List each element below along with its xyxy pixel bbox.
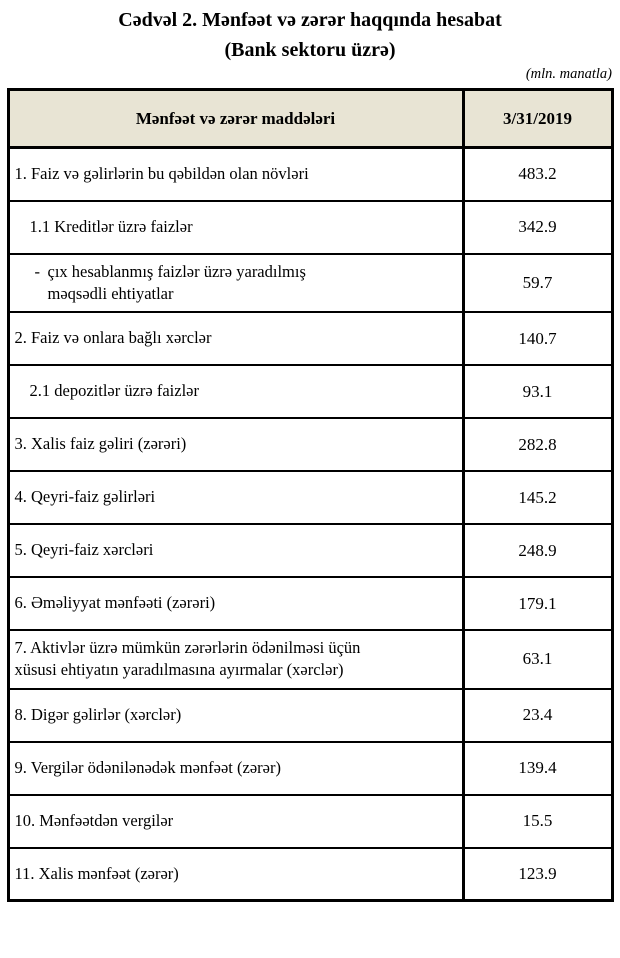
table-row: 8. Digər gəlirlər (xərclər) 23.4 (7, 687, 613, 743)
row-value: 145.2 (462, 470, 613, 526)
row-label: 7. Aktivlər üzrə mümkün zərərlərin ödəni… (7, 629, 465, 690)
row-value: 282.8 (462, 417, 613, 473)
column-header-items: Mənfəət və zərər maddələri (7, 88, 465, 149)
row-label-text: çıx hesablanmış faizlər üzrə yaradılmış … (47, 261, 306, 303)
row-label-text: 8. Digər gəlirlər (xərclər) (14, 704, 182, 724)
table-row: 1. Faiz və gəlirlərin bu qəbildən olan n… (7, 146, 613, 202)
report-title: Cədvəl 2. Mənfəət və zərər haqqında hesa… (0, 0, 620, 65)
row-value: 139.4 (462, 740, 613, 796)
row-value: 59.7 (462, 252, 613, 314)
row-label-text: 10. Mənfəətdən vergilər (14, 810, 174, 830)
row-value: 123.9 (462, 846, 613, 902)
table-row: 3. Xalis faiz gəliri (zərəri) 282.8 (7, 417, 613, 473)
table-row: 10. Mənfəətdən vergilər 15.5 (7, 793, 613, 849)
table-row: 7. Aktivlər üzrə mümkün zərərlərin ödəni… (7, 629, 613, 690)
row-label-text: 6. Əməliyyat mənfəəti (zərəri) (14, 593, 216, 613)
row-label: 4. Qeyri-faiz gəlirləri (7, 470, 465, 526)
row-label-text: 4. Qeyri-faiz gəlirləri (14, 487, 156, 507)
row-value: 179.1 (462, 576, 613, 632)
table-row: 9. Vergilər ödənilənədək mənfəət (zərər)… (7, 740, 613, 796)
row-label-text: 3. Xalis faiz gəliri (zərəri) (14, 434, 187, 454)
unit-note: (mln. manatla) (525, 66, 612, 82)
table-row: - çıx hesablanmış faizlər üzrə yaradılmış… (7, 252, 613, 314)
report-title-line2: (Bank sektoru üzrə) (224, 39, 396, 61)
table-header-row: Mənfəət və zərər maddələri 3/31/2019 (7, 88, 613, 149)
row-value: 63.1 (462, 629, 613, 690)
table-row: 6. Əməliyyat mənfəəti (zərəri) 179.1 (7, 576, 613, 632)
row-label-text: 5. Qeyri-faiz xərcləri (14, 540, 154, 560)
row-value: 23.4 (462, 687, 613, 743)
row-label: 2. Faiz və onlara bağlı xərclər (7, 311, 465, 367)
table-row: 2. Faiz və onlara bağlı xərclər 140.7 (7, 311, 613, 367)
row-label-text: 2.1 depozitlər üzrə faizlər (29, 381, 200, 401)
table-row: 5. Qeyri-faiz xərcləri 248.9 (7, 523, 613, 579)
row-label-text: 1.1 Kreditlər üzrə faizlər (29, 216, 193, 236)
row-value: 248.9 (462, 523, 613, 579)
row-label-text: 7. Aktivlər üzrə mümkün zərərlərin ödəni… (14, 638, 361, 680)
row-label: 3. Xalis faiz gəliri (zərəri) (7, 417, 465, 473)
row-value: 483.2 (462, 146, 613, 202)
row-label: 10. Mənfəətdən vergilər (7, 793, 465, 849)
table-row: 4. Qeyri-faiz gəlirləri 145.2 (7, 470, 613, 526)
row-label: 8. Digər gəlirlər (xərclər) (7, 687, 465, 743)
table-row: 11. Xalis mənfəət (zərər) 123.9 (7, 846, 613, 902)
column-header-date: 3/31/2019 (462, 88, 613, 149)
row-label-text: 1. Faiz və gəlirlərin bu qəbildən olan n… (14, 164, 309, 184)
row-label: - çıx hesablanmış faizlər üzrə yaradılmış… (7, 252, 465, 314)
row-label-text: 11. Xalis mənfəət (zərər) (14, 863, 179, 883)
row-label-text: 9. Vergilər ödənilənədək mənfəət (zərər) (14, 757, 281, 777)
dash-marker: - (34, 261, 41, 281)
row-label: 9. Vergilər ödənilənədək mənfəət (zərər) (7, 740, 465, 796)
table-row: 2.1 depozitlər üzrə faizlər 93.1 (7, 364, 613, 420)
row-label: 2.1 depozitlər üzrə faizlər (7, 364, 465, 420)
row-label: 1.1 Kreditlər üzrə faizlər (7, 199, 465, 255)
row-label: 11. Xalis mənfəət (zərər) (7, 846, 465, 902)
row-value: 140.7 (462, 311, 613, 367)
row-value: 342.9 (462, 199, 613, 255)
row-value: 15.5 (462, 793, 613, 849)
report-title-line1: Cədvəl 2. Mənfəət və zərər haqqında hesa… (118, 9, 502, 31)
row-value: 93.1 (462, 364, 613, 420)
row-label: 6. Əməliyyat mənfəəti (zərəri) (7, 576, 465, 632)
table-row: 1.1 Kreditlər üzrə faizlər 342.9 (7, 199, 613, 255)
profit-loss-table: Mənfəət və zərər maddələri 3/31/2019 1. … (6, 88, 614, 903)
row-label: 5. Qeyri-faiz xərcləri (7, 523, 465, 579)
row-label-text: 2. Faiz və onlara bağlı xərclər (14, 328, 212, 348)
row-label: 1. Faiz və gəlirlərin bu qəbildən olan n… (7, 146, 465, 202)
